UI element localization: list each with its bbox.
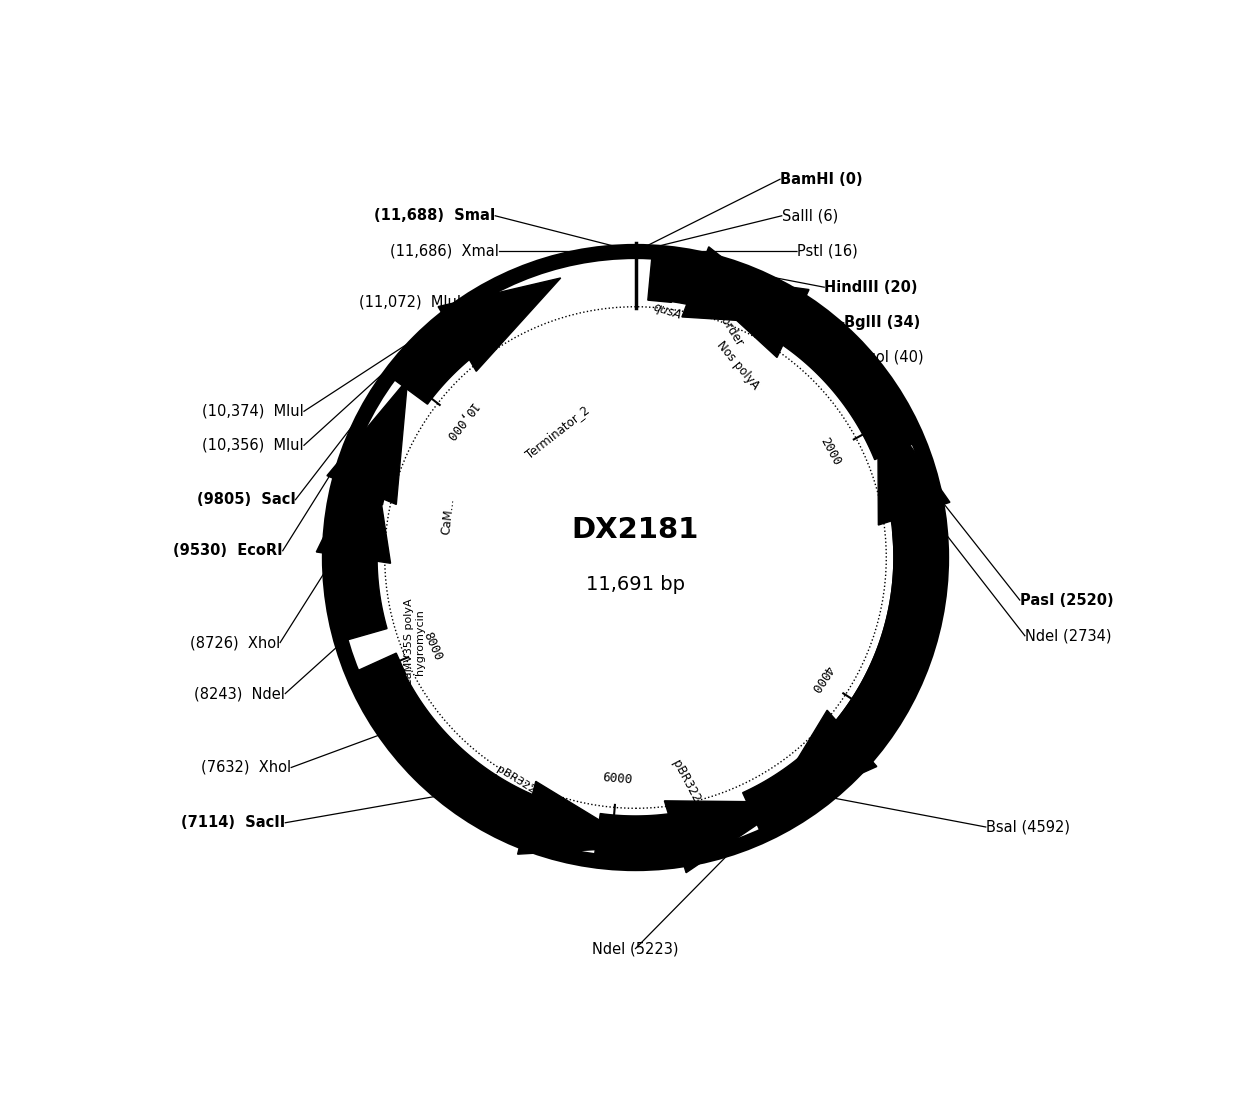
Polygon shape [761,710,877,818]
Text: 2000: 2000 [818,436,843,468]
Text: qusA: qusA [651,300,683,321]
Polygon shape [878,400,950,526]
Polygon shape [651,258,743,316]
Text: (7114)  SacII: (7114) SacII [181,815,285,830]
Polygon shape [342,443,397,505]
Text: (8726)  XhoI: (8726) XhoI [190,635,280,650]
Polygon shape [327,379,408,505]
Text: 8000: 8000 [420,630,444,662]
Text: pBR322 ori
kanamycin: pBR322 ori kanamycin [489,763,553,815]
Text: (11,686)  XmaI: (11,686) XmaI [391,244,500,259]
Text: (8243)  NdeI: (8243) NdeI [195,686,285,701]
Text: BamHI (0): BamHI (0) [780,172,863,187]
Text: Nos polyA: Nos polyA [714,339,761,392]
Text: CaM...: CaM... [440,498,458,535]
Polygon shape [665,800,790,872]
Polygon shape [806,530,935,782]
Text: 4000: 4000 [807,662,835,696]
Text: 10,000: 10,000 [441,400,480,443]
Text: HindIII (20): HindIII (20) [825,279,918,295]
Text: (10,356)  MluI: (10,356) MluI [202,438,304,453]
Polygon shape [745,287,913,459]
Bar [357,654,405,692]
Circle shape [387,309,884,806]
Text: T-Border: T-Border [708,299,746,349]
Text: (11,072)  MluI: (11,072) MluI [360,295,461,310]
Text: NcoI (40): NcoI (40) [857,349,923,364]
Bar [647,257,676,302]
Polygon shape [316,438,391,563]
Polygon shape [595,805,722,857]
Text: DX2181: DX2181 [572,517,699,544]
Text: SalII (6): SalII (6) [781,209,838,223]
Text: pBR322 bom: pBR322 bom [670,757,717,830]
Text: 11,691 bp: 11,691 bp [587,575,684,594]
Polygon shape [682,247,807,325]
Text: (11,688)  SmaI: (11,688) SmaI [374,209,495,223]
Text: BglII (34): BglII (34) [843,316,920,330]
Text: BsaI (4592): BsaI (4592) [986,819,1070,835]
Circle shape [321,243,950,872]
Text: PasI (2520): PasI (2520) [1019,593,1114,607]
Polygon shape [394,300,505,404]
Polygon shape [336,512,387,640]
Text: NdeI (2734): NdeI (2734) [1024,628,1111,644]
Text: Terminator_2: Terminator_2 [523,403,591,460]
Polygon shape [361,661,573,848]
Polygon shape [743,467,935,830]
Polygon shape [517,782,644,854]
Polygon shape [438,278,560,371]
Text: NdeI (5223): NdeI (5223) [593,941,678,956]
Text: CaMV35S polyA
hygromycin: CaMV35S polyA hygromycin [404,598,425,687]
Polygon shape [684,273,808,358]
Text: (7632)  XhoI: (7632) XhoI [201,760,291,775]
Text: 6000: 6000 [601,771,632,786]
Text: (10,374)  MluI: (10,374) MluI [202,404,304,418]
Text: PstI (16): PstI (16) [797,244,858,259]
Text: (9805)  SacI: (9805) SacI [197,492,295,507]
Text: (9530)  EcoRI: (9530) EcoRI [174,543,283,559]
